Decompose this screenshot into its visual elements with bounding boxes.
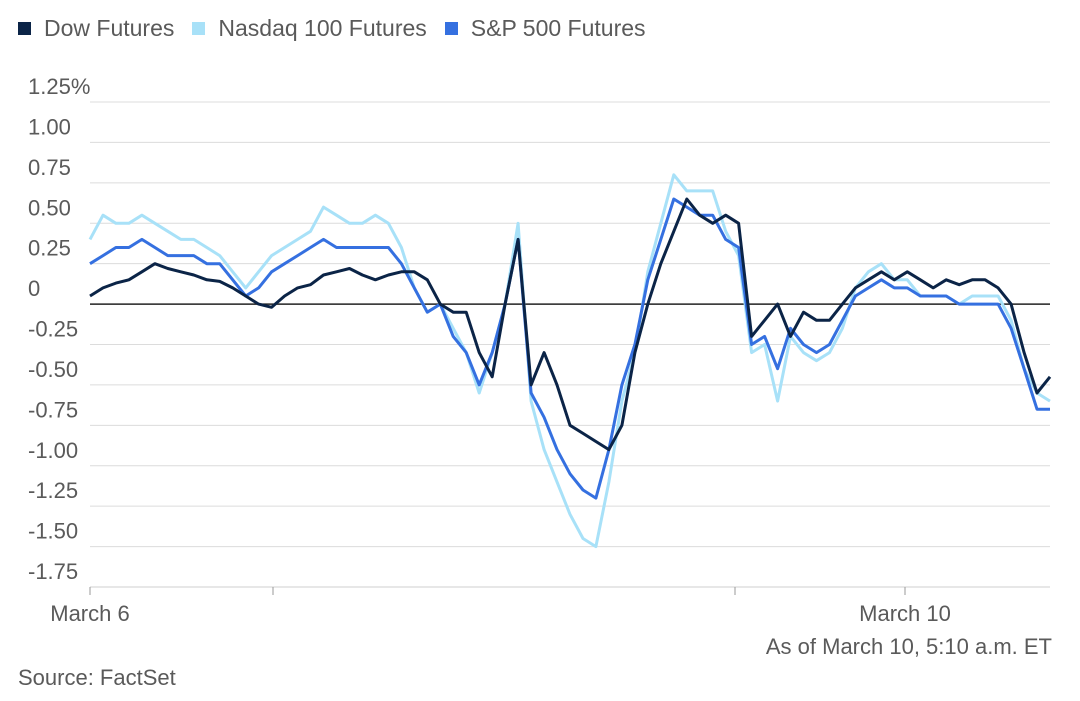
series-lines (88, 173, 1052, 549)
y-tick-label: 0.25 (28, 236, 71, 261)
x-tick-label: March 10 (859, 601, 951, 626)
y-tick-label: -1.75 (28, 559, 78, 584)
y-tick-label: 0.50 (28, 195, 71, 220)
legend-item-sp500: S&P 500 Futures (444, 14, 646, 42)
x-axis: March 6 March 10 (50, 586, 1050, 626)
y-tick-label: 1.00 (28, 114, 71, 139)
y-tick-label: 0.75 (28, 155, 71, 180)
y-tick-label: 1.25% (28, 74, 90, 99)
legend-swatch-dow (18, 21, 31, 35)
source-note: Source: FactSet (18, 665, 176, 690)
legend-item-dow: Dow Futures (18, 15, 174, 42)
series-line-s-p-500-futures (89, 197, 1050, 500)
y-tick-label: -1.50 (28, 519, 78, 544)
y-tick-label: -0.25 (28, 317, 78, 342)
legend-label-sp500: S&P 500 Futures (470, 14, 646, 41)
legend-item-nasdaq: Nasdaq 100 Futures (192, 14, 427, 42)
x-tick-label: March 6 (50, 601, 129, 626)
y-axis: 1.25% 1.00 0.75 0.50 0.25 0 -0.25 -0.50 -0.75 -1.… (28, 74, 90, 584)
legend-swatch-nasdaq (192, 21, 206, 35)
series-line-dow-futures (89, 197, 1052, 452)
legend: Dow Futures Nasdaq 100 Futures S&P 500 F… (18, 12, 664, 44)
series-line-nasdaq-100-futures (88, 173, 1051, 549)
y-tick-label: -1.25 (28, 478, 78, 503)
as-of-note: As of March 10, 5:10 a.m. ET (765, 634, 1052, 659)
legend-label-dow: Dow Futures (44, 14, 175, 41)
y-tick-label: 0 (28, 276, 40, 301)
y-tick-label: -0.75 (28, 397, 78, 422)
legend-swatch-sp500 (444, 21, 458, 35)
legend-label-nasdaq: Nasdaq 100 Futures (218, 14, 427, 41)
y-tick-label: -0.50 (28, 357, 78, 382)
y-tick-label: -1.00 (28, 438, 78, 463)
